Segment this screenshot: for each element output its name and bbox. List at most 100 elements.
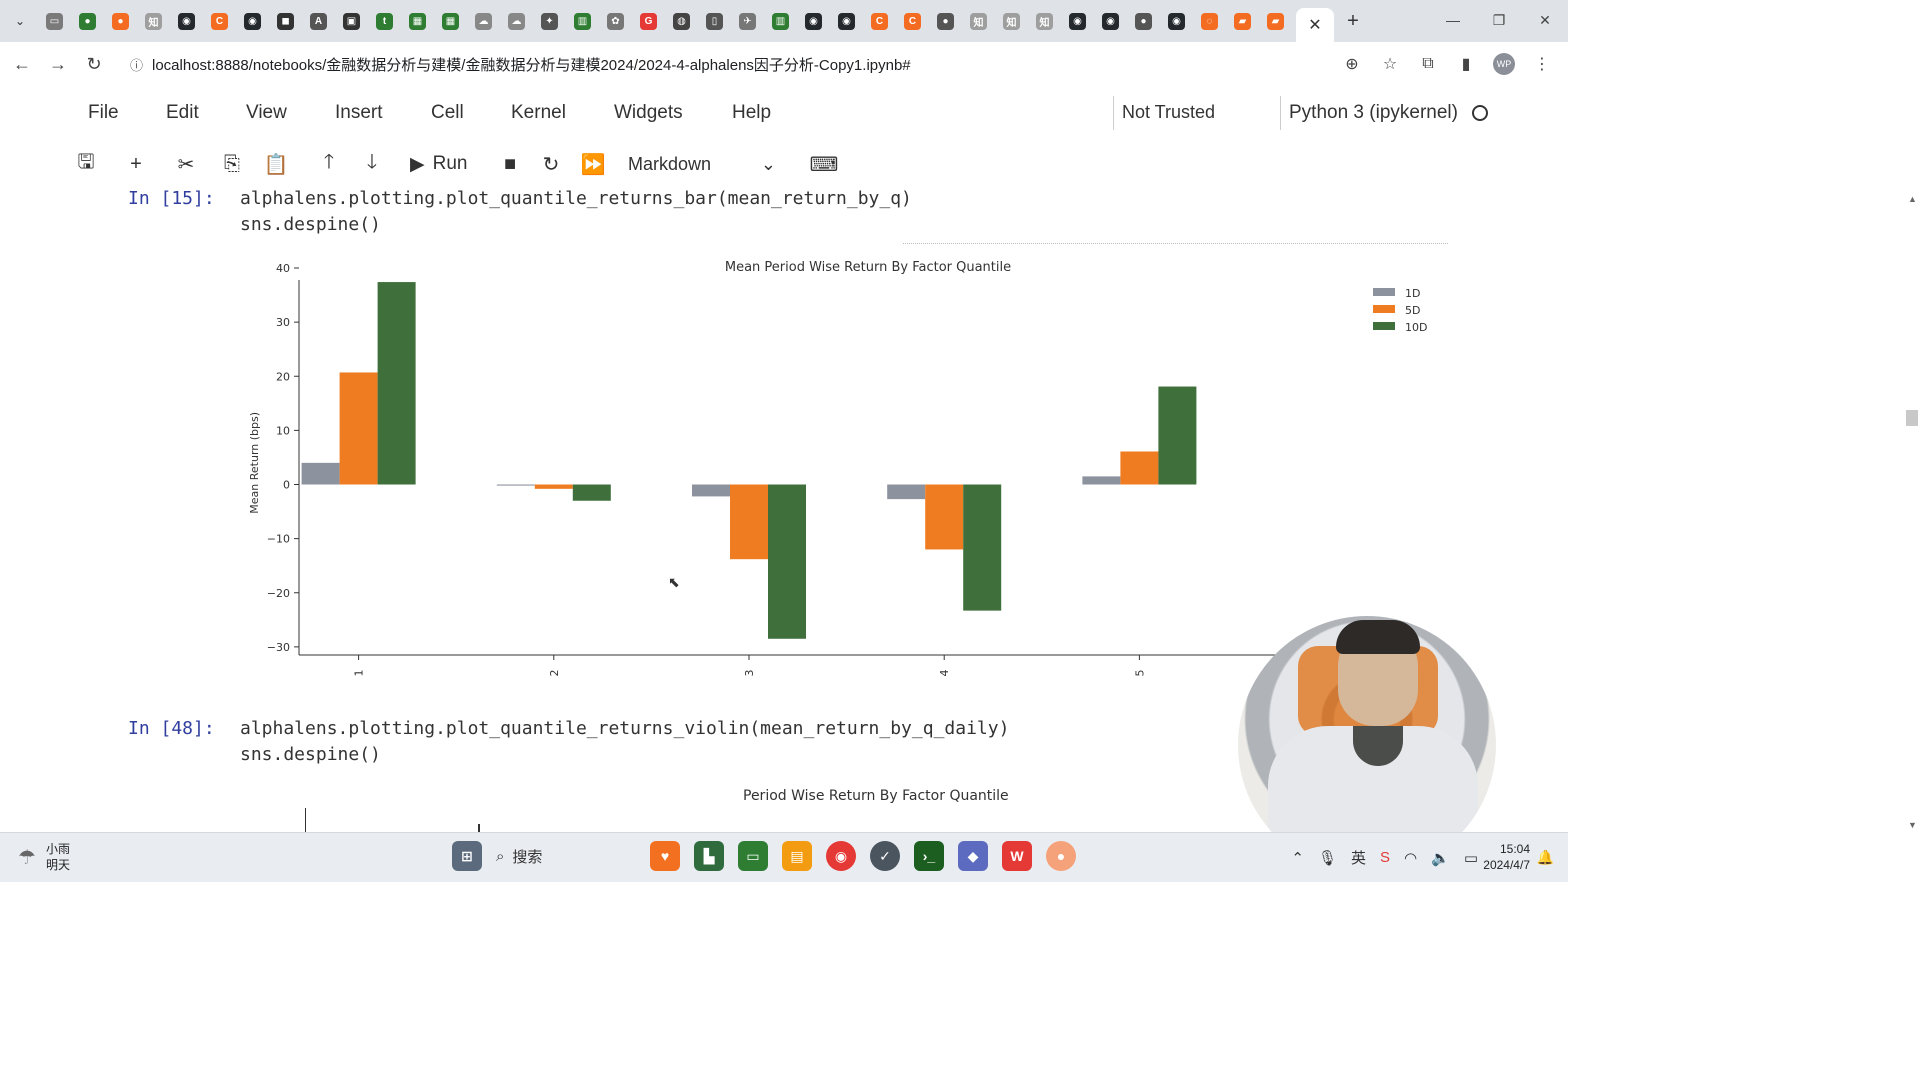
restore-icon[interactable]: ❐: [1492, 11, 1506, 28]
battery-icon[interactable]: ▭: [1463, 849, 1478, 867]
terminal-green-icon[interactable]: ▭: [738, 841, 768, 871]
taskbar-search[interactable]: ⌕ 搜索: [496, 846, 636, 867]
page-scrollbar[interactable]: ▲ ▼: [1904, 186, 1920, 832]
scroll-thumb[interactable]: [1906, 410, 1918, 426]
orange-app-icon[interactable]: ●: [104, 6, 137, 36]
site-info-icon[interactable]: ⓘ: [130, 57, 144, 73]
restart-icon[interactable]: ↻: [542, 153, 560, 176]
c-icon[interactable]: C: [863, 6, 896, 36]
cloud-icon[interactable]: ☁: [500, 6, 533, 36]
globe-icon[interactable]: ◍: [665, 6, 698, 36]
terminal-icon[interactable]: ›_: [914, 841, 944, 871]
tds-icon[interactable]: t: [368, 6, 401, 36]
scroll-up-icon[interactable]: ▲: [1908, 194, 1917, 204]
wifi-icon[interactable]: ◠: [1404, 849, 1418, 867]
menu-cell[interactable]: Cell: [431, 102, 464, 123]
orange-book-icon[interactable]: ▰: [1259, 6, 1292, 36]
chevron-up-icon[interactable]: ⌃: [1291, 849, 1304, 867]
media-icon[interactable]: ▣: [335, 6, 368, 36]
vscode-like-icon[interactable]: ✓: [870, 841, 900, 871]
paste-icon[interactable]: 📋: [263, 153, 289, 176]
code-cell-input[interactable]: alphalens.plotting.plot_quantile_returns…: [240, 188, 912, 235]
sidebar-icon[interactable]: ▮: [1461, 56, 1471, 73]
c-icon[interactable]: C: [203, 6, 236, 36]
c-icon[interactable]: C: [896, 6, 929, 36]
zhihu-icon[interactable]: 知: [962, 6, 995, 36]
run-button[interactable]: ▶ Run: [410, 150, 467, 178]
tab-search-chevron-icon[interactable]: ⌄: [14, 14, 26, 28]
kernel-indicator[interactable]: Python 3 (ipykernel): [1280, 96, 1488, 130]
book-icon[interactable]: ▥: [566, 6, 599, 36]
new-tab-button[interactable]: +: [1347, 9, 1359, 32]
profile-avatar[interactable]: WP: [1493, 53, 1515, 75]
weather-widget[interactable]: ☂ 小雨 明天: [18, 841, 70, 873]
menu-kernel[interactable]: Kernel: [511, 102, 566, 123]
github-icon[interactable]: ◉: [1160, 6, 1193, 36]
zhihu-icon[interactable]: 知: [137, 6, 170, 36]
minimize-icon[interactable]: —: [1446, 12, 1460, 28]
extensions-icon[interactable]: ⧉: [1422, 55, 1434, 72]
github-icon[interactable]: ◉: [1061, 6, 1094, 36]
start-windows-icon[interactable]: ⊞: [452, 841, 482, 871]
google-icon[interactable]: G: [632, 6, 665, 36]
reload-icon[interactable]: ↻: [86, 53, 102, 74]
url-field[interactable]: ⓘ localhost:8888/notebooks/金融数据分析与建模/金融数…: [130, 52, 911, 76]
cut-icon[interactable]: ✂: [177, 153, 195, 176]
bracket-icon[interactable]: ▯: [698, 6, 731, 36]
forward-arrow-icon[interactable]: →: [49, 53, 67, 74]
runner-icon[interactable]: ✦: [533, 6, 566, 36]
microphone-icon[interactable]: 🎙: [1317, 849, 1337, 867]
file-explorer-icon[interactable]: ▤: [782, 841, 812, 871]
folder-app-icon[interactable]: ▙: [694, 841, 724, 871]
paw-icon[interactable]: ✿: [599, 6, 632, 36]
recorder-icon[interactable]: ●: [1046, 841, 1076, 871]
zhihu-icon[interactable]: 知: [995, 6, 1028, 36]
wechat-icon[interactable]: ●: [71, 6, 104, 36]
menu-file[interactable]: File: [88, 102, 119, 123]
move-down-icon[interactable]: 🡓: [366, 151, 378, 173]
bookmark-star-icon[interactable]: ☆: [1382, 56, 1398, 73]
scroll-down-icon[interactable]: ▼: [1908, 820, 1917, 830]
volume-icon[interactable]: 🔈: [1431, 849, 1450, 867]
menu-help[interactable]: Help: [732, 102, 772, 123]
menu-insert[interactable]: Insert: [335, 102, 383, 123]
app-icon[interactable]: ◆: [958, 841, 988, 871]
input-method-icon[interactable]: 英: [1351, 850, 1367, 867]
github-icon[interactable]: ◉: [830, 6, 863, 36]
stop-icon[interactable]: ■: [503, 152, 517, 175]
code-cell-input[interactable]: alphalens.plotting.plot_quantile_returns…: [240, 718, 1010, 765]
zoom-icon[interactable]: ⊕: [1345, 56, 1359, 73]
disc-icon[interactable]: ●: [1127, 6, 1160, 36]
notion-icon[interactable]: ◼: [269, 6, 302, 36]
a-icon[interactable]: A: [302, 6, 335, 36]
move-up-icon[interactable]: 🡑: [323, 151, 335, 173]
active-tab-close-icon[interactable]: ✕: [1296, 8, 1334, 42]
clock[interactable]: 15:04 2024/4/7: [1483, 841, 1530, 873]
menu-edit[interactable]: Edit: [166, 102, 199, 123]
notification-icon[interactable]: 🔔: [1536, 849, 1554, 865]
more-menu-icon[interactable]: ⋮: [1534, 56, 1550, 73]
wps-icon[interactable]: W: [1002, 841, 1032, 871]
menu-view[interactable]: View: [246, 102, 287, 123]
github-icon[interactable]: ◉: [170, 6, 203, 36]
close-window-icon[interactable]: ✕: [1539, 11, 1551, 28]
keyboard-icon[interactable]: ⌨: [809, 153, 839, 176]
orange-book-icon[interactable]: ▰: [1226, 6, 1259, 36]
fast-forward-icon[interactable]: ⏩: [580, 153, 606, 176]
sogou-icon[interactable]: S: [1380, 849, 1391, 866]
book-icon[interactable]: ▥: [764, 6, 797, 36]
copy-icon[interactable]: ⎘: [224, 152, 240, 175]
green-doc-icon[interactable]: ▦: [401, 6, 434, 36]
cloud-icon[interactable]: ☁: [467, 6, 500, 36]
github-icon[interactable]: ◉: [1094, 6, 1127, 36]
save-icon[interactable]: 🖫: [77, 151, 95, 173]
disc-icon[interactable]: ●: [929, 6, 962, 36]
zhihu-icon[interactable]: 知: [1028, 6, 1061, 36]
github-icon[interactable]: ◉: [797, 6, 830, 36]
trust-indicator[interactable]: Not Trusted: [1113, 96, 1215, 130]
calendar-icon[interactable]: ▭: [38, 6, 71, 36]
cell-type-select[interactable]: Markdown ⌄: [618, 150, 786, 178]
menu-widgets[interactable]: Widgets: [614, 102, 683, 123]
health-app-icon[interactable]: ♥: [650, 841, 680, 871]
back-arrow-icon[interactable]: ←: [13, 53, 31, 74]
